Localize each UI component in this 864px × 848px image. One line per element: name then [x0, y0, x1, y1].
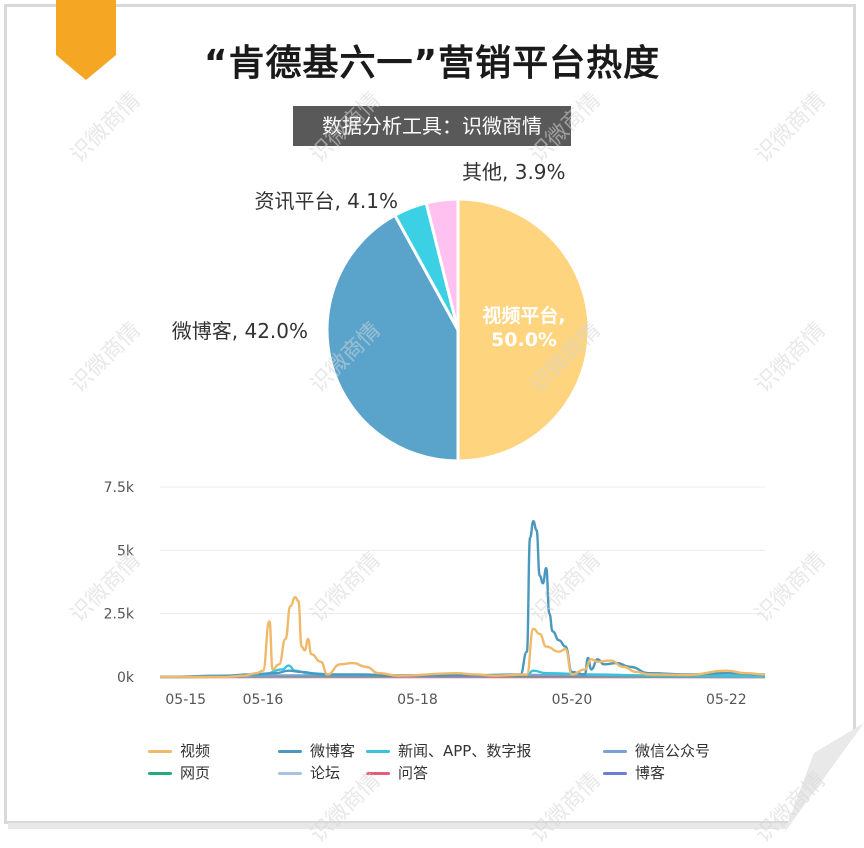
- page-title: “肯德基六一”营销平台热度: [203, 43, 661, 84]
- legend-label: 论坛: [310, 764, 341, 782]
- legend-item[interactable]: 论坛: [278, 762, 340, 784]
- legend-item[interactable]: 视频: [148, 740, 210, 762]
- pie-label-other: 其他, 3.9%: [462, 160, 566, 184]
- legend-item[interactable]: 新闻、APP、数字报: [366, 740, 531, 762]
- x-tick-label: 05-16: [243, 692, 284, 708]
- line-series-1: [159, 520, 766, 679]
- legend-swatch: [278, 750, 302, 753]
- legend-label: 新闻、APP、数字报: [398, 742, 532, 760]
- x-tick-label: 05-22: [706, 692, 747, 708]
- pie-label-weibo: 微博客, 42.0%: [172, 319, 308, 343]
- pie-slice-weibo: [325, 213, 460, 463]
- legend-label: 网页: [180, 764, 211, 782]
- legend-swatch: [148, 750, 172, 753]
- pie-label-video-platform-name: 视频平台,: [482, 304, 565, 327]
- pie-slice-video-platform: [456, 197, 591, 463]
- legend-item[interactable]: 问答: [366, 762, 428, 784]
- x-tick-label: 05-15: [165, 692, 206, 708]
- pie-chart: 视频平台,50.0% 微博客, 42.0% 资讯平台, 4.1% 其他, 3.9%: [172, 160, 591, 463]
- page-shadow: [8, 823, 860, 829]
- legend-swatch: [278, 772, 302, 775]
- legend-label: 微博客: [310, 742, 356, 760]
- y-tick-label: 2.5k: [104, 607, 135, 623]
- x-tick-label: 05-20: [552, 692, 593, 708]
- legend-item[interactable]: 微信公众号: [603, 740, 710, 762]
- pie-label-news-platform: 资讯平台, 4.1%: [254, 189, 398, 213]
- legend-label: 问答: [398, 764, 429, 782]
- legend-label: 微信公众号: [635, 742, 711, 760]
- line-series-0: [159, 596, 766, 679]
- legend-swatch: [603, 750, 627, 753]
- pie-label-video-platform-value: 50.0%: [491, 329, 557, 351]
- legend-swatch: [366, 772, 390, 775]
- pie-slice-other: [424, 197, 460, 331]
- legend-item[interactable]: 微博客: [278, 740, 355, 762]
- bookmark-ribbon-icon: [56, 0, 116, 80]
- x-tick-label: 05-18: [397, 692, 438, 708]
- legend-label: 视频: [180, 742, 211, 760]
- legend-item[interactable]: 网页: [148, 762, 210, 784]
- line-chart: 0k 2.5k 5k 7.5k 05-15 05-16 05-18 05-20 05-22: [104, 480, 766, 708]
- legend-swatch: [148, 772, 172, 775]
- y-tick-label: 7.5k: [104, 480, 135, 496]
- legend-item[interactable]: 博客: [603, 762, 665, 784]
- y-tick-label: 0k: [117, 670, 135, 686]
- legend-swatch: [603, 772, 627, 775]
- page-curl-icon: [784, 723, 864, 833]
- y-tick-label: 5k: [117, 543, 135, 559]
- legend-label: 博客: [635, 764, 666, 782]
- tool-label: 数据分析工具：识微商情: [293, 106, 571, 146]
- legend-swatch: [366, 750, 390, 753]
